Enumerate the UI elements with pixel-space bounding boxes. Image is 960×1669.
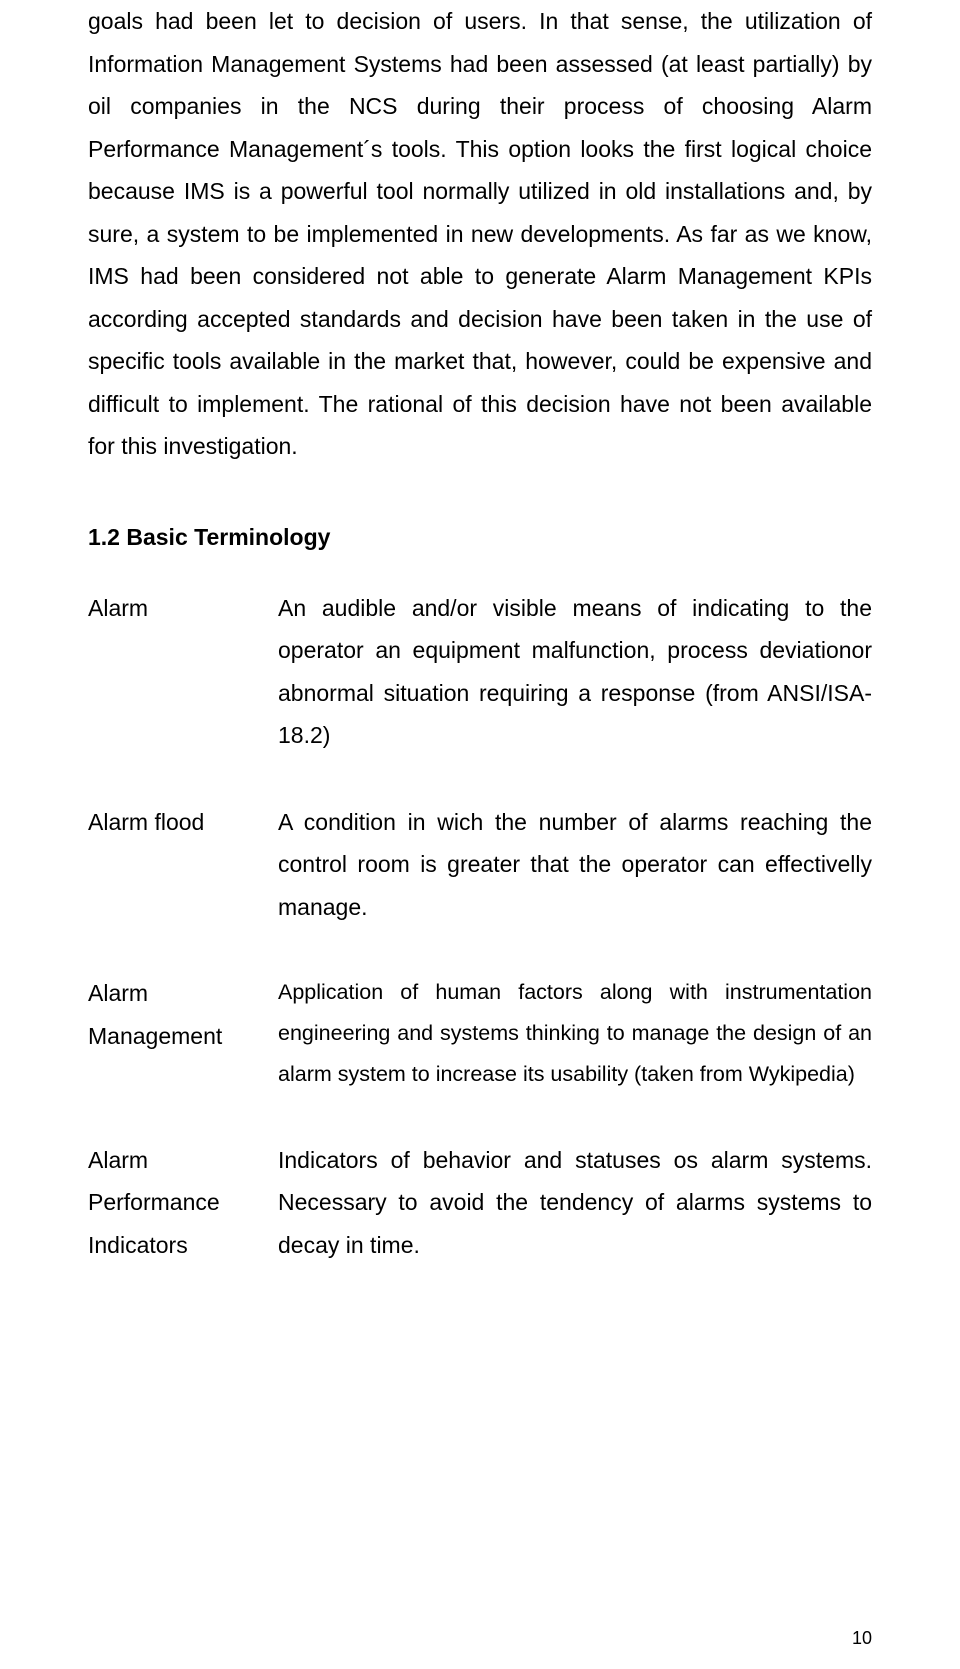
term-label: Alarm flood: [88, 801, 278, 929]
term-entry: Alarm An audible and/or visible means of…: [88, 587, 872, 757]
term-definition: Application of human factors along with …: [278, 972, 872, 1095]
term-label: Alarm Performance Indicators: [88, 1139, 278, 1267]
page-number: 10: [852, 1628, 872, 1649]
term-entry: Alarm flood A condition in wich the numb…: [88, 801, 872, 929]
term-label: Alarm: [88, 587, 278, 757]
term-entry: Alarm Management Application of human fa…: [88, 972, 872, 1095]
term-definition: A condition in wich the number of alarms…: [278, 801, 872, 929]
term-entry: Alarm Performance Indicators Indicators …: [88, 1139, 872, 1267]
term-definition: An audible and/or visible means of indic…: [278, 587, 872, 757]
section-heading: 1.2 Basic Terminology: [88, 516, 872, 559]
document-page: goals had been let to decision of users.…: [0, 0, 960, 1669]
body-paragraph: goals had been let to decision of users.…: [88, 0, 872, 468]
term-label: Alarm Management: [88, 972, 278, 1095]
term-definition: Indicators of behavior and statuses os a…: [278, 1139, 872, 1267]
